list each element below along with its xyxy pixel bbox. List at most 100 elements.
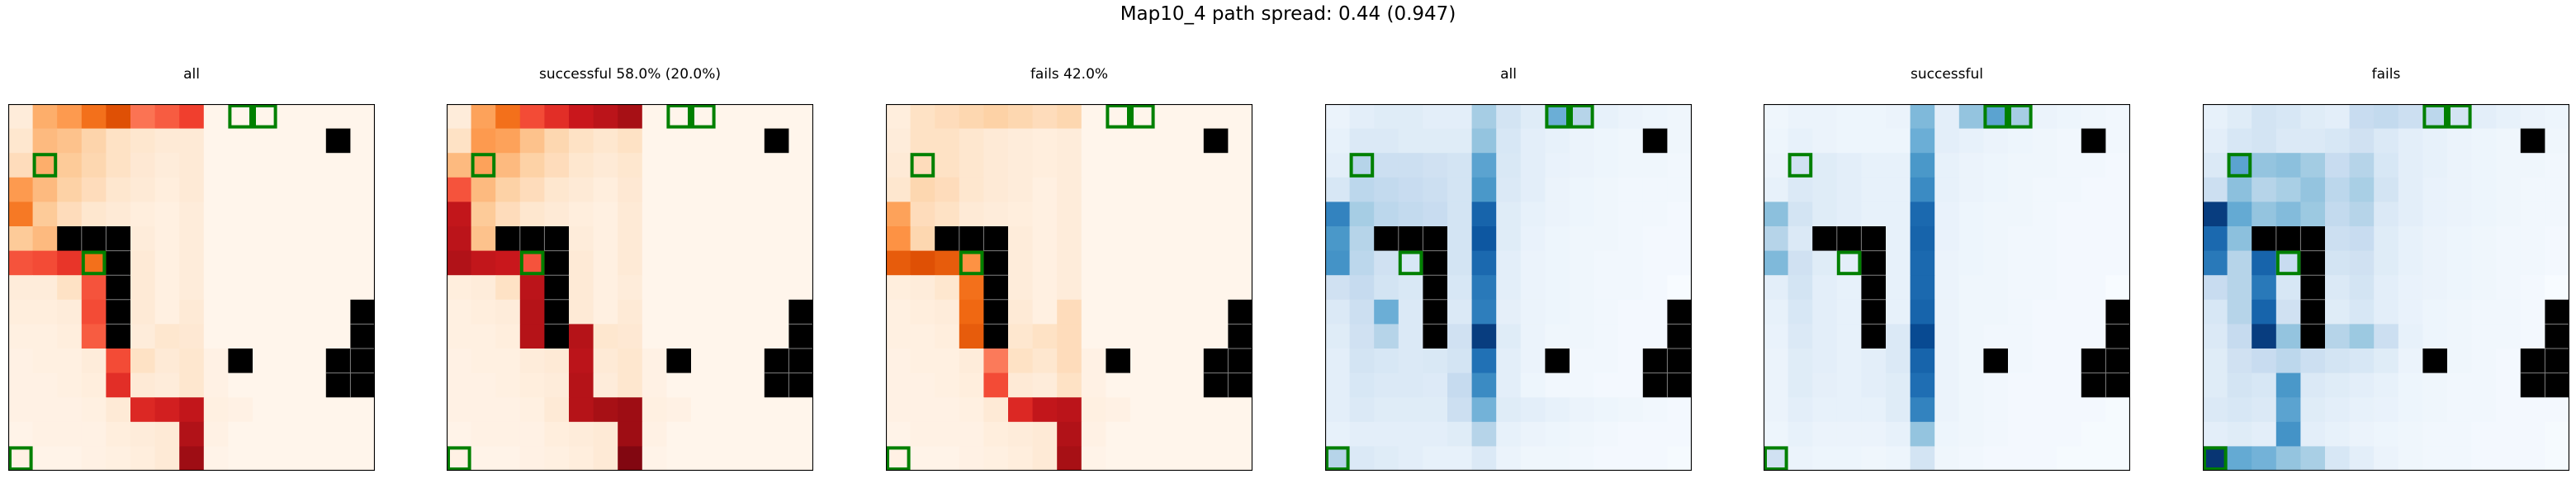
heatmap-cell bbox=[2496, 299, 2522, 325]
heatmap-cell bbox=[569, 446, 594, 471]
heatmap-cell bbox=[764, 153, 789, 178]
heatmap-cell bbox=[2398, 202, 2423, 227]
heatmap-cell bbox=[2422, 153, 2448, 178]
heatmap-cell bbox=[1057, 421, 1082, 447]
marker-square bbox=[2203, 446, 2228, 471]
heatmap-cell bbox=[57, 421, 83, 447]
heatmap-cell bbox=[1983, 421, 2009, 447]
heatmap-cell bbox=[544, 397, 570, 423]
heatmap-cell bbox=[1934, 104, 1960, 129]
heatmap-cell bbox=[2545, 128, 2569, 154]
obstacle-cell bbox=[983, 324, 1009, 349]
heatmap-cell bbox=[1057, 349, 1082, 373]
heatmap-cell bbox=[1618, 446, 1644, 471]
heatmap-cell bbox=[1154, 397, 1180, 423]
heatmap-cell bbox=[1203, 446, 1229, 471]
heatmap-cell bbox=[2081, 250, 2106, 276]
heatmap-cell bbox=[1934, 299, 1960, 325]
heatmap-cell bbox=[1130, 177, 1155, 202]
obstacle-cell bbox=[325, 128, 351, 154]
heatmap-cell bbox=[740, 104, 765, 129]
heatmap-cell bbox=[1008, 177, 1033, 202]
heatmap-cell bbox=[1886, 446, 1911, 471]
heatmap-cell bbox=[130, 226, 155, 251]
heatmap-cell bbox=[301, 397, 327, 423]
heatmap-cell bbox=[1642, 446, 1668, 471]
heatmap-cell bbox=[1861, 421, 1887, 447]
heatmap-cell bbox=[2203, 299, 2228, 325]
heatmap-cell bbox=[2398, 372, 2423, 398]
heatmap-cell bbox=[1398, 349, 1423, 373]
heatmap-cell bbox=[1032, 421, 1058, 447]
heatmap-cell bbox=[1008, 275, 1033, 301]
heatmap-cell bbox=[788, 446, 813, 471]
obstacle-cell bbox=[1106, 349, 1131, 373]
heatmap-cell bbox=[642, 421, 667, 447]
heatmap-cell bbox=[1032, 153, 1058, 178]
heatmap-cell bbox=[2520, 397, 2545, 423]
heatmap-cell bbox=[1471, 153, 1497, 178]
heatmap-cell bbox=[1520, 446, 1546, 471]
marker-square bbox=[1764, 446, 1788, 471]
heatmap-cell bbox=[1398, 153, 1423, 178]
heatmap-cell bbox=[2422, 397, 2448, 423]
heatmap-cell bbox=[2545, 177, 2569, 202]
heatmap-cell bbox=[447, 299, 471, 325]
heatmap-cell bbox=[325, 324, 351, 349]
heatmap-cell bbox=[81, 153, 107, 178]
heatmap-cell bbox=[57, 299, 83, 325]
heatmap-cell bbox=[935, 324, 960, 349]
heatmap-cell bbox=[2057, 177, 2082, 202]
heatmap-cell bbox=[154, 397, 180, 423]
heatmap-cell bbox=[935, 372, 960, 398]
obstacle-cell bbox=[106, 250, 131, 276]
heatmap-cell bbox=[495, 128, 521, 154]
heatmap-cell bbox=[447, 104, 471, 129]
heatmap-cell bbox=[2105, 446, 2130, 471]
heatmap-cell bbox=[1642, 226, 1668, 251]
heatmap-cell bbox=[886, 153, 911, 178]
heatmap-cell bbox=[983, 153, 1009, 178]
heatmap-cell bbox=[715, 421, 741, 447]
heatmap-cell bbox=[1520, 397, 1546, 423]
heatmap-cell bbox=[519, 177, 545, 202]
heatmap-cell bbox=[666, 372, 692, 398]
heatmap-cell bbox=[959, 349, 984, 373]
heatmap-cell bbox=[1008, 372, 1033, 398]
heatmap-cell bbox=[740, 397, 765, 423]
heatmap-cell bbox=[1471, 226, 1497, 251]
heatmap-cell bbox=[959, 128, 984, 154]
heatmap-cell bbox=[1081, 275, 1106, 301]
heatmap-cell bbox=[935, 446, 960, 471]
heatmap-cell bbox=[666, 324, 692, 349]
heatmap-cell bbox=[325, 177, 351, 202]
obstacle-cell bbox=[935, 226, 960, 251]
obstacle-cell bbox=[666, 349, 692, 373]
heatmap-cell bbox=[1423, 153, 1448, 178]
heatmap-cell bbox=[1057, 397, 1082, 423]
heatmap-cell bbox=[691, 421, 716, 447]
heatmap-cell bbox=[8, 421, 33, 447]
heatmap-cell bbox=[1008, 104, 1033, 129]
heatmap-cell bbox=[1886, 226, 1911, 251]
heatmap-cell bbox=[1130, 128, 1155, 154]
heatmap-cell bbox=[8, 202, 33, 227]
heatmap-cell bbox=[886, 104, 911, 129]
heatmap-cell bbox=[2545, 153, 2569, 178]
heatmap-cell bbox=[1057, 372, 1082, 398]
heatmap-cell bbox=[81, 202, 107, 227]
heatmap-cell bbox=[81, 421, 107, 447]
heatmap-cell bbox=[1764, 202, 1788, 227]
heatmap-cell bbox=[106, 349, 131, 373]
heatmap-cell bbox=[32, 104, 58, 129]
heatmap-cell bbox=[495, 397, 521, 423]
heatmap-cell bbox=[106, 446, 131, 471]
marker-square bbox=[910, 153, 935, 178]
heatmap-cell bbox=[1934, 250, 1960, 276]
heatmap-cell bbox=[32, 128, 58, 154]
heatmap-cell bbox=[106, 202, 131, 227]
heatmap-cell bbox=[1228, 202, 1252, 227]
heatmap-cell bbox=[301, 250, 327, 276]
heatmap-cell bbox=[1325, 349, 1350, 373]
heatmap-cell bbox=[1179, 128, 1205, 154]
